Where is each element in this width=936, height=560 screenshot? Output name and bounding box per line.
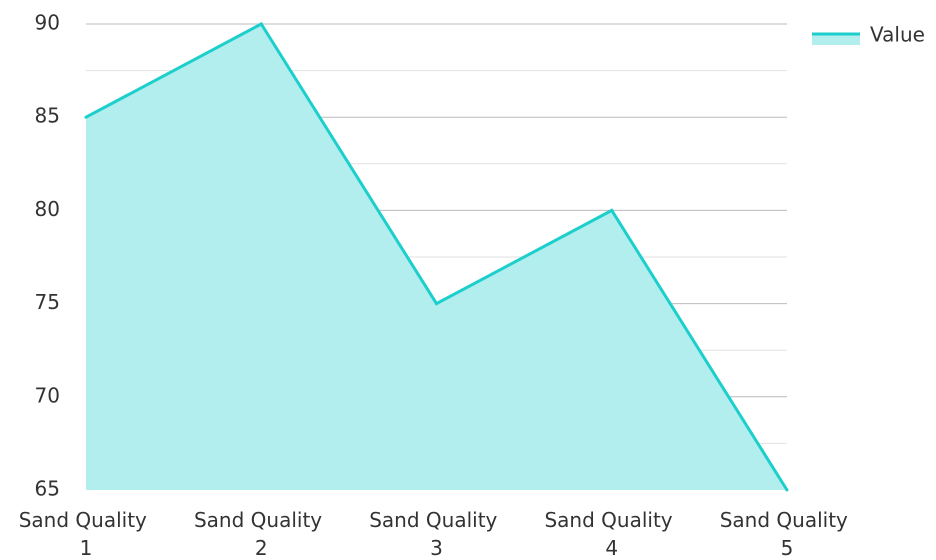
x-tick-label-line2: 3 — [430, 536, 443, 560]
x-tick-label: Sand Quality 1 — [19, 508, 154, 560]
x-tick-label-line2: 5 — [781, 536, 794, 560]
data-point-3 — [435, 302, 438, 306]
series-area-value — [86, 24, 787, 490]
y-tick-label: 75 — [35, 290, 60, 314]
y-tick-label: 85 — [35, 104, 60, 128]
data-point-2 — [259, 22, 263, 26]
y-tick-label: 90 — [35, 11, 60, 35]
y-axis-ticks: 90 85 80 75 70 65 — [35, 11, 60, 501]
x-tick-label: Sand Quality 4 — [544, 508, 679, 560]
legend-swatch-value — [812, 33, 860, 45]
y-tick-label: 80 — [35, 197, 60, 221]
x-tick-label-line2: 2 — [255, 536, 268, 560]
x-tick-label-line1: Sand Quality — [19, 508, 147, 532]
y-tick-label: 70 — [35, 383, 60, 407]
data-points — [84, 22, 789, 492]
x-tick-label-line1: Sand Quality — [369, 508, 497, 532]
x-tick-label-line1: Sand Quality — [544, 508, 672, 532]
data-point-4 — [610, 208, 614, 212]
data-point-1 — [84, 115, 88, 119]
x-axis-ticks: Sand Quality 1 Sand Quality 2 Sand Quali… — [19, 508, 855, 560]
legend-label-value: Value — [870, 23, 925, 47]
x-tick-label: Sand Quality 2 — [194, 508, 329, 560]
x-tick-label-line1: Sand Quality — [194, 508, 322, 532]
x-tick-label: Sand Quality 5 — [720, 508, 855, 560]
x-tick-label: Sand Quality 3 — [369, 508, 504, 560]
x-tick-label-line2: 1 — [80, 536, 93, 560]
x-tick-label-line2: 4 — [605, 536, 618, 560]
data-point-5 — [785, 488, 789, 492]
legend: Value — [812, 23, 925, 47]
x-tick-label-line1: Sand Quality — [720, 508, 848, 532]
y-tick-label: 65 — [35, 477, 60, 501]
